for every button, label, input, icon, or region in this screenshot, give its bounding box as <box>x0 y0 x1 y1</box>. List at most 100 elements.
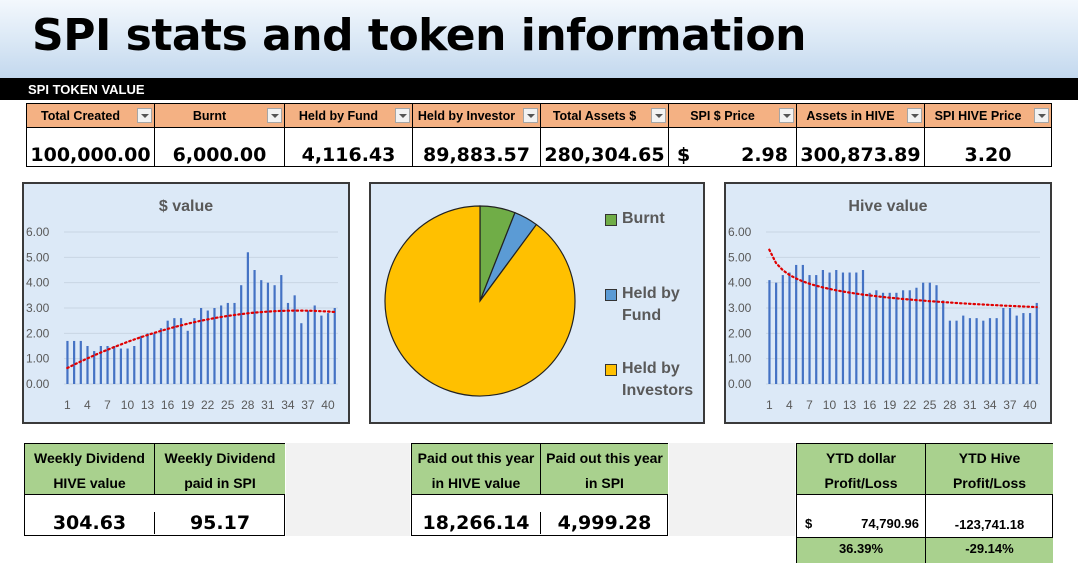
bar <box>1028 313 1032 384</box>
bar <box>320 315 323 384</box>
bar <box>226 302 229 384</box>
empty-cells <box>286 443 410 536</box>
title-bar: SPI stats and token information <box>0 0 1078 78</box>
x-tick-label: 19 <box>181 398 195 412</box>
chart-title: $ value <box>158 198 214 215</box>
bar <box>193 318 196 384</box>
paid-out-hive-value: 18,266.14 <box>412 512 541 534</box>
bar <box>881 292 885 384</box>
y-tick-label: 1.00 <box>26 352 50 366</box>
legend-swatch-held-by-investors <box>605 364 617 376</box>
y-tick-label: 2.00 <box>26 326 50 340</box>
paid-out-spi-header: Paid out this year in SPI <box>541 444 668 495</box>
x-tick-label: 4 <box>786 398 793 412</box>
column-header: SPI $ Price <box>669 104 796 128</box>
filter-dropdown-button[interactable] <box>1034 108 1049 123</box>
bar <box>99 346 102 384</box>
bar <box>995 318 998 384</box>
column-header: Held by Investor <box>413 104 540 128</box>
x-tick-label: 16 <box>161 398 175 412</box>
column-header: Held by Fund <box>285 104 412 128</box>
ytd-hive-cell: -123,741.18 <box>926 495 1053 537</box>
bar <box>206 310 209 384</box>
bar <box>233 302 236 384</box>
bar <box>300 323 303 384</box>
legend-swatch-held-by-fund <box>605 289 617 301</box>
chart-title: Hive value <box>848 198 928 215</box>
stat-total-created: Total Created 100,000.00 <box>26 103 154 167</box>
x-tick-label: 40 <box>321 398 335 412</box>
ytd-hive-percent: -29.14% <box>926 537 1053 563</box>
token-distribution-chart[interactable]: Burnt Held by Fund Held by Investors <box>369 182 705 424</box>
y-tick-label: 2.00 <box>728 326 752 340</box>
page-title: SPI stats and token information <box>32 10 806 61</box>
bar <box>861 270 865 384</box>
x-tick-label: 16 <box>863 398 877 412</box>
header-label: Held by Investor <box>417 109 516 123</box>
filter-dropdown-button[interactable] <box>907 108 922 123</box>
currency-symbol: $ <box>805 516 813 531</box>
dollar-value-plot: 0.00 1.00 2.00 3.00 4.00 5.00 6.00 1 4 7 10 13 16 19 2… <box>26 225 338 412</box>
y-tick-label: 1.00 <box>728 352 752 366</box>
pie-plot <box>384 205 576 397</box>
currency-symbol: $ <box>677 144 691 166</box>
filter-dropdown-button[interactable] <box>779 108 794 123</box>
stat-held-by-investor: Held by Investor 89,883.57 <box>412 103 540 167</box>
bar <box>895 292 898 384</box>
bar <box>179 318 183 384</box>
bar <box>815 275 818 384</box>
stat-value: 2.98 <box>741 144 788 166</box>
x-tick-label: 10 <box>823 398 837 412</box>
filter-dropdown-button[interactable] <box>137 108 152 123</box>
dividend-hive-header: Weekly Dividend HIVE value <box>25 444 155 495</box>
bar <box>922 282 925 384</box>
filter-dropdown-button[interactable] <box>651 108 666 123</box>
header-label: SPI HIVE Price <box>934 109 1022 123</box>
ytd-profit-loss-table: YTD dollar Profit/Loss YTD Hive Profit/L… <box>796 443 1053 563</box>
bar <box>246 252 249 384</box>
header-label: Total Assets $ <box>552 109 637 123</box>
bar <box>902 290 905 384</box>
bar <box>73 340 76 384</box>
x-tick-label: 7 <box>104 398 111 412</box>
weekly-dividend-table: Weekly Dividend HIVE value Weekly Divide… <box>24 443 285 536</box>
bar <box>915 287 918 384</box>
section-header: SPI TOKEN VALUE <box>0 78 1078 100</box>
bar <box>828 272 831 384</box>
ytd-hive-header: YTD Hive Profit/Loss <box>926 444 1053 495</box>
y-tick-label: 4.00 <box>728 276 752 290</box>
stat-spi-dollar-price: SPI $ Price $ 2.98 <box>668 103 796 167</box>
x-tick-label: 25 <box>221 398 235 412</box>
filter-dropdown-button[interactable] <box>523 108 538 123</box>
x-tick-label: 31 <box>963 398 977 412</box>
y-tick-label: 4.00 <box>26 276 50 290</box>
x-tick-label: 1 <box>64 398 71 412</box>
hive-value-chart[interactable]: Hive value 0.00 1.00 2.00 3.00 4.00 5.00 6.00 1… <box>724 182 1052 424</box>
stat-held-by-fund: Held by Fund 4,116.43 <box>284 103 412 167</box>
bar <box>1015 315 1018 384</box>
bar <box>286 302 290 384</box>
token-stats-table: Total Created 100,000.00 Burnt 6,000.00 … <box>26 103 1052 167</box>
bar <box>106 346 109 384</box>
stat-burnt: Burnt 6,000.00 <box>154 103 284 167</box>
x-tick-label: 19 <box>883 398 897 412</box>
x-tick-label: 37 <box>1003 398 1017 412</box>
bar <box>166 320 169 384</box>
empty-cells <box>669 443 795 536</box>
bar <box>200 308 203 384</box>
dollar-value-chart[interactable]: $ value 0.00 1.00 2.00 3.00 4.00 5.00 6.00 1 4 7 1… <box>22 182 350 424</box>
header-label: Held by Fund <box>298 109 379 123</box>
bar <box>781 275 784 384</box>
filter-dropdown-button[interactable] <box>395 108 410 123</box>
bar <box>86 346 89 384</box>
filter-dropdown-button[interactable] <box>267 108 282 123</box>
bar <box>159 328 163 384</box>
y-tick-label: 6.00 <box>728 225 752 239</box>
stat-value: 89,883.57 <box>423 144 530 166</box>
ytd-dollar-cell: $ 74,790.96 <box>797 495 926 537</box>
bar <box>1035 302 1038 384</box>
bar <box>260 280 263 384</box>
legend-swatch-burnt <box>605 214 617 226</box>
bar <box>935 285 938 384</box>
x-tick-label: 31 <box>261 398 275 412</box>
